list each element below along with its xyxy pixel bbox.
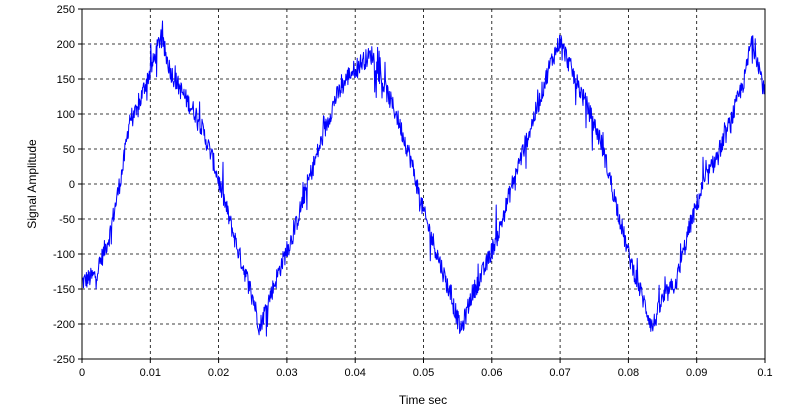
x-tick-label: 0 xyxy=(79,367,85,379)
x-tick-label: 0.07 xyxy=(549,367,570,379)
x-tick-label: 0.03 xyxy=(276,367,297,379)
y-axis-ticks: 250 200 150 100 50 0 -50 -100 -150 -200 -250 xyxy=(53,4,82,366)
y-tick-label: 250 xyxy=(57,4,75,16)
x-tick-label: 0.09 xyxy=(686,367,707,379)
y-tick-label: -200 xyxy=(53,319,75,331)
y-tick-label: -150 xyxy=(53,284,75,296)
x-tick-label: 0.1 xyxy=(757,367,772,379)
x-axis-ticks: 0 0.01 0.02 0.03 0.04 0.05 0.06 0.07 0.08 0.09 0.1 xyxy=(79,359,773,379)
y-tick-label: 50 xyxy=(63,144,75,156)
y-tick-label: 200 xyxy=(57,39,75,51)
x-tick-label: 0.05 xyxy=(413,367,434,379)
y-tick-label: 150 xyxy=(57,74,75,86)
y-tick-label: 0 xyxy=(69,179,75,191)
x-axis-label: Time sec xyxy=(399,393,447,407)
x-tick-label: 0.06 xyxy=(481,367,502,379)
x-tick-label: 0.08 xyxy=(618,367,639,379)
y-tick-label: 100 xyxy=(57,109,75,121)
x-tick-label: 0.02 xyxy=(208,367,229,379)
signal-series-line xyxy=(81,20,766,337)
y-tick-label: -50 xyxy=(59,214,75,226)
x-tick-label: 0.01 xyxy=(140,367,161,379)
y-tick-label: -250 xyxy=(53,354,75,366)
x-tick-label: 0.04 xyxy=(344,367,365,379)
y-tick-label: -100 xyxy=(53,249,75,261)
y-axis-label: Signal Amplitude xyxy=(25,139,39,229)
grid-lines xyxy=(82,9,765,359)
